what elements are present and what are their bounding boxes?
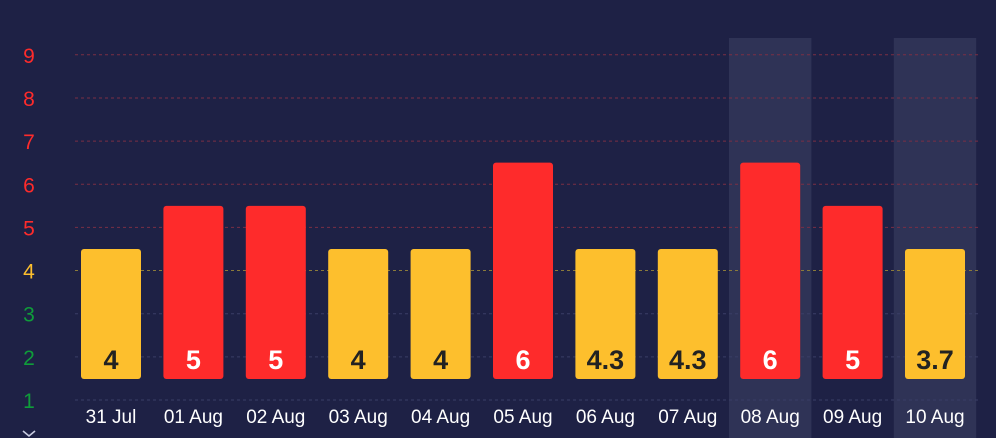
y-tick-label: 1 [23,390,35,413]
y-tick-label: 3 [23,304,35,327]
bar [575,248,636,379]
y-tick-label: 6 [23,174,35,197]
x-tick-label: 02 Aug [246,407,305,428]
bar-value-label: 5 [268,345,283,375]
bar [163,205,224,379]
bar-value-label: 4 [103,345,118,375]
bar-value-label: 6 [763,345,778,375]
bar-value-label: 4.3 [669,345,707,375]
bar-value-label: 4 [351,345,366,375]
bar-value-label: 6 [515,345,530,375]
bar [822,205,883,379]
x-tick-label: 07 Aug [658,407,717,428]
y-tick-label: 7 [23,131,35,154]
x-tick-label: 03 Aug [329,407,388,428]
bar-value-label: 4 [433,345,448,375]
chevron-down-icon [22,430,36,438]
y-tick-label: 5 [23,217,35,240]
bar-value-label: 5 [186,345,201,375]
y-tick-label: 8 [23,88,35,111]
bar [410,248,471,379]
bar [328,248,389,379]
x-tick-label: 01 Aug [164,407,223,428]
x-tick-label: 06 Aug [576,407,635,428]
bar [493,162,553,379]
bar-value-label: 3.7 [916,345,954,375]
bar-value-label: 5 [845,345,860,375]
x-tick-label: 09 Aug [823,407,882,428]
y-tick-label: 2 [23,347,35,370]
bar [245,205,306,379]
x-tick-label: 10 Aug [905,407,964,428]
x-tick-label: 04 Aug [411,407,470,428]
x-tick-label: 05 Aug [493,407,552,428]
x-tick-label: 31 Jul [86,407,137,428]
bar [905,248,965,379]
x-tick-label: 08 Aug [741,407,800,428]
bar [81,248,141,379]
y-tick-label: 4 [23,261,35,284]
bar [657,248,718,379]
bar-value-label: 4.3 [587,345,625,375]
y-tick-label: 9 [23,45,35,68]
bar [740,162,801,379]
